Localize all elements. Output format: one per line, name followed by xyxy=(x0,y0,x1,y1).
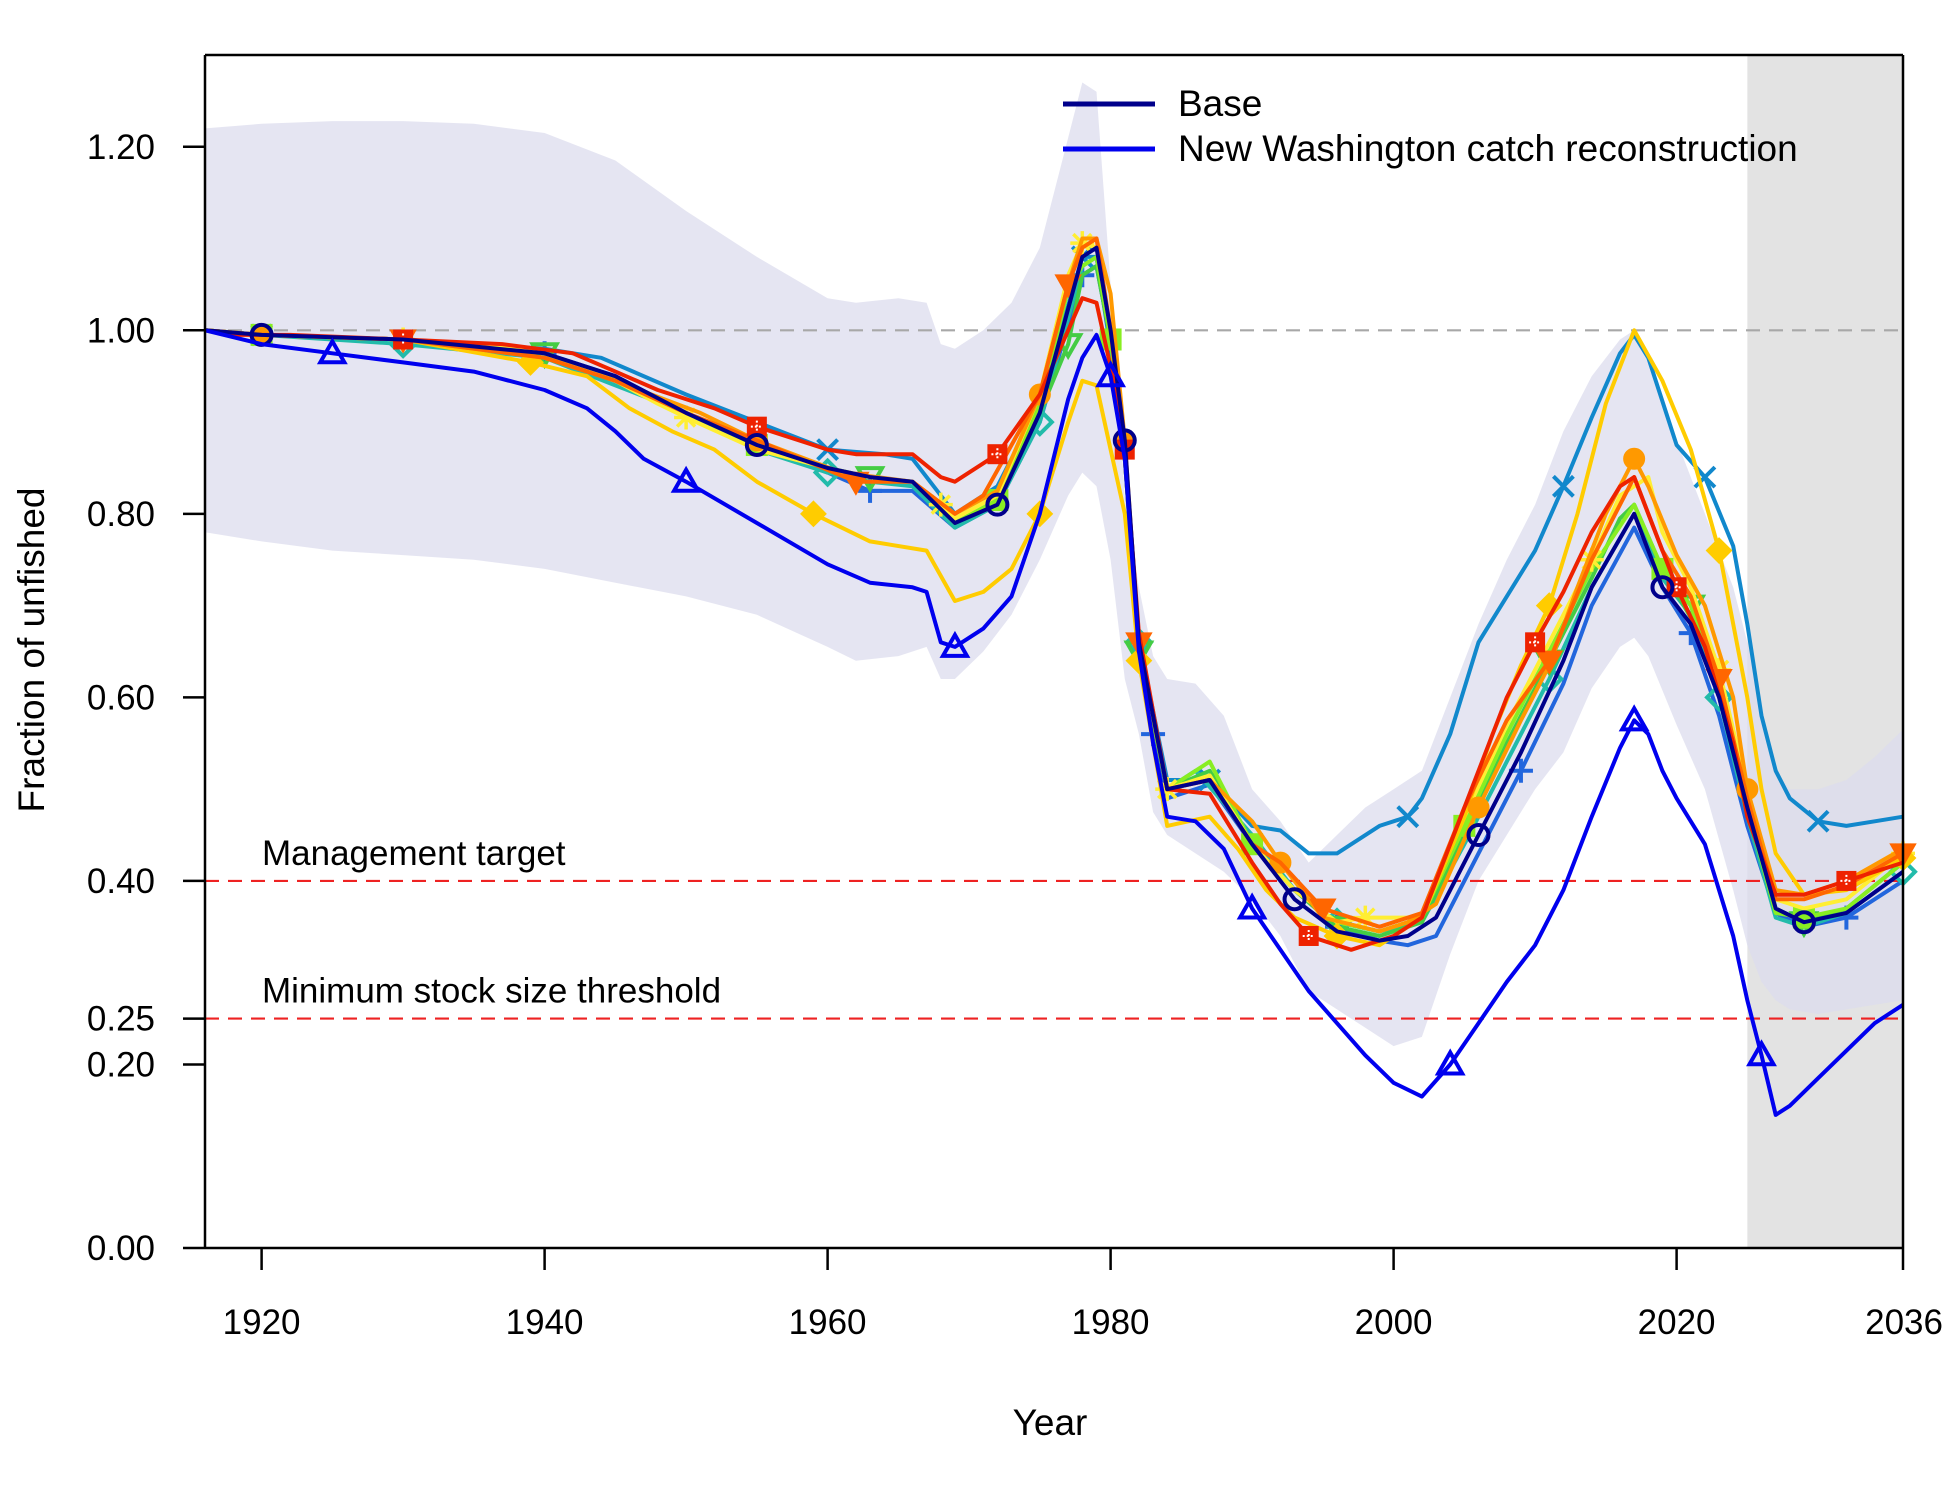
data-point-marker xyxy=(1467,796,1490,819)
data-point-marker xyxy=(1466,823,1491,848)
data-point-marker xyxy=(987,444,1008,465)
x-axis-title: Year xyxy=(1013,1402,1088,1443)
square-marker-cross xyxy=(750,420,763,433)
square-marker-cross xyxy=(991,448,1004,461)
y-tick-label: 1.20 xyxy=(87,128,155,167)
data-point-marker xyxy=(746,416,767,437)
data-point-marker xyxy=(1236,892,1268,920)
square-marker-cross xyxy=(1840,874,1853,887)
data-point-marker xyxy=(800,500,827,528)
data-point-marker xyxy=(1525,632,1546,653)
data-point-marker xyxy=(1791,910,1816,935)
data-point-marker xyxy=(744,433,769,458)
series-1 xyxy=(204,328,1905,1117)
legend-label: New Washington catch reconstruction xyxy=(1178,128,1798,169)
x-tick-label: 1980 xyxy=(1072,1303,1150,1342)
data-point-marker xyxy=(1095,360,1127,388)
data-point-marker xyxy=(985,492,1010,517)
data-point-marker xyxy=(1551,474,1575,498)
legend-label: Base xyxy=(1178,83,1262,124)
data-point-marker xyxy=(1806,809,1830,833)
data-point-marker xyxy=(1535,650,1563,675)
data-point-marker xyxy=(1704,682,1734,713)
y-tick-label: 0.40 xyxy=(87,862,155,901)
data-point-marker xyxy=(1746,1039,1777,1067)
data-point-marker xyxy=(1298,925,1319,946)
uncertainty-band-layer xyxy=(205,82,1903,1047)
series-line xyxy=(204,328,1905,1117)
series-line xyxy=(204,245,1905,943)
forecast-period-shading xyxy=(1747,55,1903,1248)
data-point-marker xyxy=(316,337,348,365)
forecast-shading-layer xyxy=(1747,55,1903,1248)
x-tick-label: 2020 xyxy=(1638,1303,1716,1342)
data-point-marker xyxy=(1618,704,1650,732)
data-point-marker xyxy=(1353,905,1378,930)
data-point-marker xyxy=(1705,537,1733,564)
square-marker-cross xyxy=(1302,929,1315,942)
data-point-marker xyxy=(1396,805,1420,829)
square-marker-cross xyxy=(1529,636,1542,649)
data-point-marker xyxy=(1309,898,1337,923)
data-point-marker xyxy=(1836,870,1857,891)
x-tick-label: 1960 xyxy=(789,1303,867,1342)
data-point-marker xyxy=(1434,1048,1466,1076)
reference-line-label: Management target xyxy=(262,834,566,873)
axes-layer: 1920 1940 1960 1980 2000 2020 2036 0.00 0.20 0.25… xyxy=(87,53,1943,1342)
data-point-marker xyxy=(1282,887,1307,912)
data-point-marker xyxy=(1623,447,1646,470)
y-tick-label: 1.00 xyxy=(87,311,155,350)
x-tick-label: 1940 xyxy=(506,1303,584,1342)
data-point-marker xyxy=(939,630,971,658)
x-tick-label: 1920 xyxy=(223,1303,301,1342)
data-point-marker xyxy=(1650,575,1675,600)
data-point-marker xyxy=(674,405,699,430)
x-tick-label: 2036 xyxy=(1865,1303,1943,1342)
y-axis-title: Fraction of unfished xyxy=(11,488,52,813)
reference-line-label: Minimum stock size threshold xyxy=(262,972,721,1011)
uncertainty-band xyxy=(205,82,1903,1047)
y-tick-label: 0.00 xyxy=(87,1229,155,1268)
series-lines-layer xyxy=(204,231,1918,1117)
y-tick-label: 0.25 xyxy=(87,1000,155,1039)
y-tick-label: 0.20 xyxy=(87,1045,155,1084)
x-tick-label: 2000 xyxy=(1355,1303,1433,1342)
y-tick-label: 0.60 xyxy=(87,678,155,717)
y-tick-label: 0.80 xyxy=(87,495,155,534)
reference-lines-layer: Management target Minimum stock size thre… xyxy=(205,329,1903,1020)
data-point-marker xyxy=(670,465,702,493)
